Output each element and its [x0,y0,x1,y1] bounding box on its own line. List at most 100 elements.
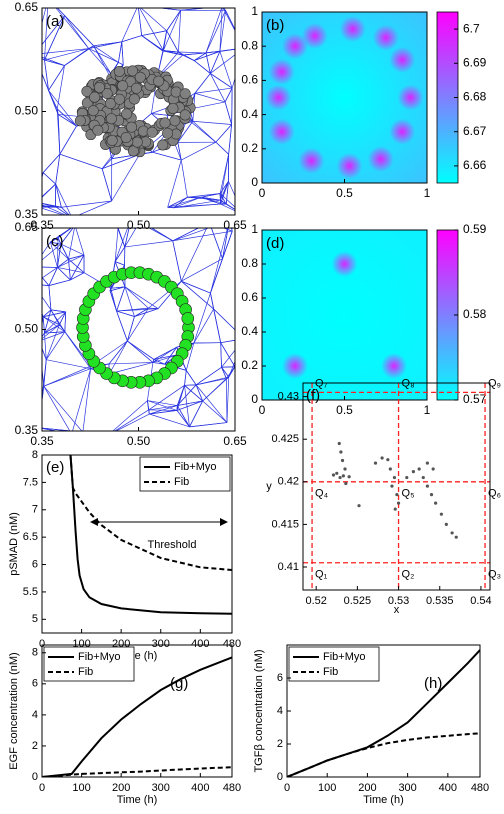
mesh-edge [109,340,128,375]
mesh-edge [228,181,235,197]
cell [169,115,181,127]
mesh-edge [176,405,190,428]
mesh-edge [177,384,197,406]
mesh-edge [173,196,188,209]
cell [153,75,165,87]
point [393,507,397,511]
panel: 0.35 0.50 0.650.350.500.65(c) [15,220,247,448]
mesh-edge [48,267,58,286]
peak [331,251,358,277]
cell [101,88,113,100]
panel-label: (h) [424,675,442,692]
mesh-edge [177,121,194,143]
mesh-edge [209,51,221,74]
mesh-edge [118,41,123,63]
point [454,535,458,539]
mesh-edge [220,203,235,212]
mesh-edge [48,90,58,110]
mesh-edge [226,377,230,423]
mesh-edge [101,158,112,169]
panel-label: (a) [46,13,64,30]
x-tick-label: 400 [191,782,209,794]
x-tick-label: 400 [439,782,457,794]
mesh-edge [42,15,65,46]
mesh-edge [196,376,229,386]
cell [179,109,191,121]
mesh-edge [219,10,226,52]
mesh-edge [55,154,61,185]
mesh-edge [153,359,165,365]
cell [159,117,171,129]
mesh-edge [72,432,83,434]
mesh-edge [114,246,126,262]
mesh-edge [101,168,112,202]
colorbar-tick-label: 6.69 [463,55,487,69]
mesh-edge [64,48,89,66]
cell [126,121,138,133]
mesh-edge [44,331,65,334]
panel-label: (e) [46,459,64,476]
colorbar-tick-label: 0.57 [463,392,487,406]
mesh-edge [220,342,235,367]
mesh-edge [163,30,168,51]
mesh-edge [210,292,214,310]
mesh-edge [102,154,140,170]
peak [282,353,308,379]
mesh-edge [181,280,214,310]
mesh-edge [193,52,207,61]
mesh-edge [222,228,233,232]
mesh-edge [149,410,178,415]
legend-label: Fib [78,666,93,678]
mesh-edge [201,196,221,205]
mesh-edge [157,8,181,11]
cell [167,102,179,114]
mesh-edge [116,308,159,312]
point [390,484,394,488]
mesh-edge [50,241,69,260]
y-tick-label: 0.65 [15,0,39,14]
peak [282,33,308,60]
peak [268,58,295,85]
mesh-edge [194,92,226,103]
mesh-edge [185,342,195,371]
mesh-edge [226,366,235,379]
mesh-edge [148,405,178,411]
y-tick-label: 7.5 [23,476,38,488]
mesh-edge [148,228,173,242]
mesh-edge [43,385,83,431]
mesh-edge [221,367,227,379]
cell [162,127,174,139]
region-label: Q₅ [402,488,415,500]
x-tick-label: 0.52 [305,595,326,607]
mesh-edge [215,124,232,143]
mesh-edge [193,60,211,74]
mesh-edge [172,228,200,242]
mesh-edge [42,58,45,61]
mesh-edge [121,41,124,65]
mesh-edge [181,141,216,161]
peak [381,353,407,379]
mesh-edge [151,228,173,242]
mesh-edge [56,108,77,127]
mesh-edge [167,159,182,208]
cell [105,97,117,109]
mesh-edge [140,8,167,32]
mesh-edge [180,228,208,282]
mesh-edge [202,400,228,423]
x-tick-label: 0.35 [30,218,54,232]
cell [92,124,104,136]
y-tick-label: 0.6 [241,290,258,304]
mesh-edge [225,181,229,205]
mesh-edge [55,206,62,208]
point [431,467,435,471]
mesh-edge [189,400,203,428]
mesh-edge [124,228,130,248]
plot-area [69,455,232,615]
mesh-edge [68,254,85,260]
mesh-edge [57,237,62,245]
mesh-edge [72,368,91,431]
y-tick-label: 0.35 [15,423,39,437]
mesh-edge [148,409,150,415]
mesh-edge [193,292,211,344]
